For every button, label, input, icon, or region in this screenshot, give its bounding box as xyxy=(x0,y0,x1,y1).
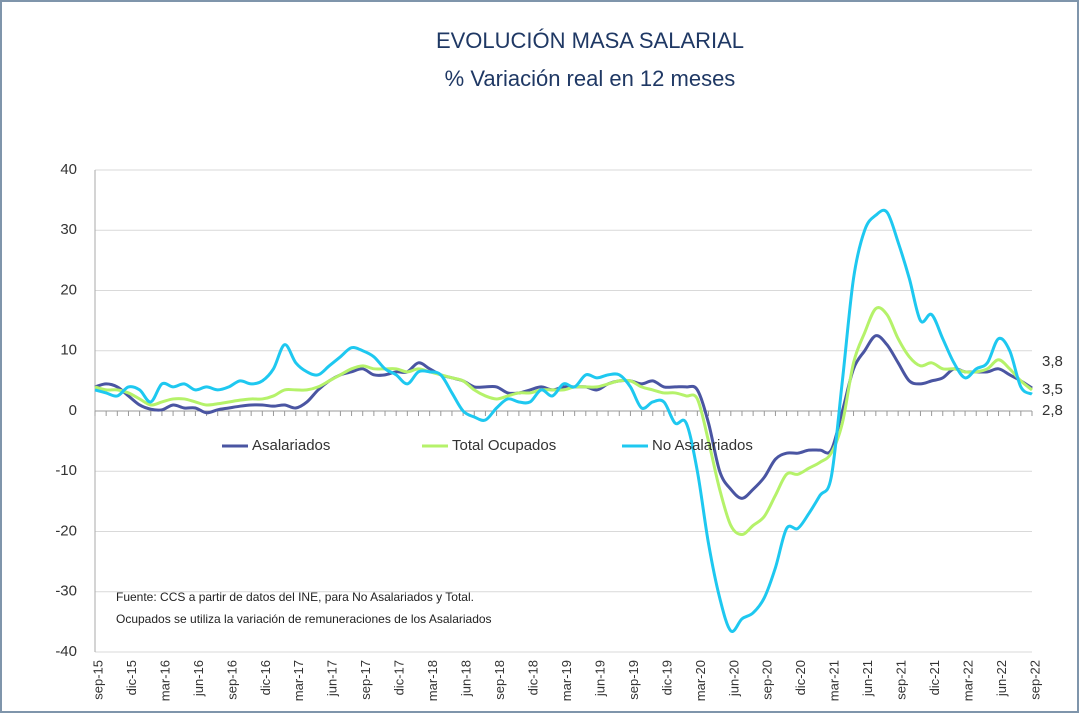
x-tick-label: sep-15 xyxy=(90,660,105,700)
legend-label: No Asalariados xyxy=(652,437,753,454)
x-tick-label: mar-20 xyxy=(693,660,708,701)
x-tick-label: jun-20 xyxy=(726,660,741,697)
x-tick-label: jun-21 xyxy=(860,660,875,697)
x-tick-label: mar-19 xyxy=(559,660,574,701)
y-tick-label: 0 xyxy=(69,402,77,419)
note: Ocupados se utiliza la variación de remu… xyxy=(116,612,492,626)
y-tick-label: -40 xyxy=(55,643,77,660)
x-tick-label: jun-22 xyxy=(994,660,1009,697)
x-tick-label: sep-22 xyxy=(1027,660,1042,700)
legend-label: Asalariados xyxy=(252,437,330,454)
series-line xyxy=(94,208,1033,634)
x-tick-label: sep-17 xyxy=(358,660,373,700)
x-tick-label: dic-21 xyxy=(927,660,942,695)
x-tick-label: sep-21 xyxy=(894,660,909,700)
y-tick-label: -30 xyxy=(55,583,77,600)
x-tick-label: jun-19 xyxy=(592,660,607,697)
x-tick-label: sep-19 xyxy=(626,660,641,700)
x-tick-label: dic-19 xyxy=(659,660,674,695)
x-tick-label: jun-18 xyxy=(459,660,474,697)
x-tick-label: dic-16 xyxy=(258,660,273,695)
note: Fuente: CCS a partir de datos del INE, p… xyxy=(116,590,474,604)
legend-label: Total Ocupados xyxy=(452,437,556,454)
value-label: 2,8 xyxy=(1042,402,1063,419)
x-tick-label: mar-16 xyxy=(157,660,172,701)
y-tick-label: 40 xyxy=(60,161,77,178)
value-label: 3,8 xyxy=(1042,353,1063,370)
x-tick-label: jun-17 xyxy=(325,660,340,697)
value-label: 3,5 xyxy=(1042,381,1063,398)
y-tick-label: 30 xyxy=(60,221,77,238)
x-tick-label: jun-16 xyxy=(191,660,206,697)
x-tick-label: dic-17 xyxy=(392,660,407,695)
y-tick-label: -10 xyxy=(55,462,77,479)
x-tick-label: sep-18 xyxy=(492,660,507,700)
series-line xyxy=(94,306,1033,537)
x-tick-label: mar-21 xyxy=(827,660,842,701)
chart-title: EVOLUCIÓN MASA SALARIAL xyxy=(436,28,744,53)
chart-subtitle: % Variación real en 12 meses xyxy=(445,66,736,91)
x-tick-label: sep-16 xyxy=(224,660,239,700)
x-tick-label: mar-18 xyxy=(425,660,440,701)
x-tick-label: dic-20 xyxy=(793,660,808,695)
y-tick-label: -20 xyxy=(55,522,77,539)
x-tick-label: sep-20 xyxy=(760,660,775,700)
y-tick-label: 10 xyxy=(60,342,77,359)
x-tick-label: mar-22 xyxy=(961,660,976,701)
series-line xyxy=(94,334,1033,500)
y-tick-label: 20 xyxy=(60,281,77,298)
x-tick-label: dic-18 xyxy=(525,660,540,695)
x-tick-label: dic-15 xyxy=(124,660,139,695)
x-tick-label: mar-17 xyxy=(291,660,306,701)
